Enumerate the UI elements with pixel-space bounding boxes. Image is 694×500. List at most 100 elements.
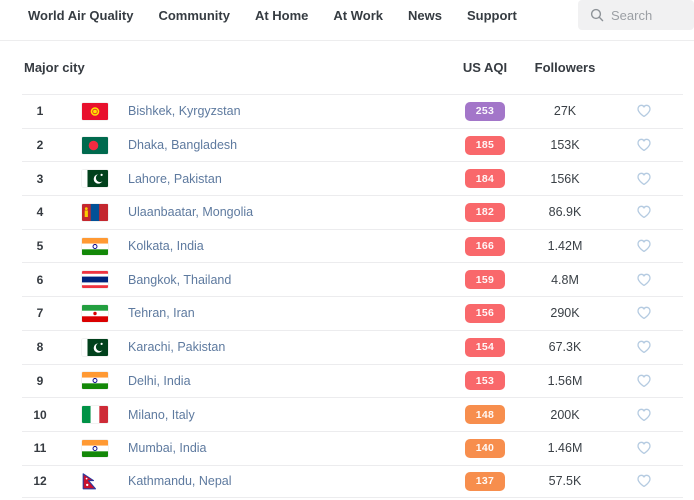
flag-pakistan-icon: [82, 170, 108, 188]
city-link[interactable]: Lahore, Pakistan: [128, 171, 222, 186]
followers-count: 153K: [550, 138, 580, 153]
followers-count: 1.56M: [547, 373, 583, 388]
flag-pakistan-icon: [82, 338, 108, 356]
follow-heart-button[interactable]: [605, 373, 683, 389]
table-row[interactable]: 1 Bishkek, Kyrgyzstan 253 27K: [22, 94, 683, 128]
aqi-badge: 154: [465, 337, 505, 357]
aqi-badge: 166: [465, 236, 505, 256]
nav-items: World Air Quality Community At Home At Work…: [0, 0, 694, 23]
aqi-badge: 153: [465, 371, 505, 391]
city-link[interactable]: Karachi, Pakistan: [128, 340, 226, 355]
flag-india-icon: [82, 439, 108, 457]
followers-count: 1.42M: [547, 239, 583, 254]
header-major-city: Major city: [24, 60, 85, 75]
flag-thailand-icon: [82, 271, 108, 289]
rank-number: 9: [36, 373, 44, 388]
city-link[interactable]: Mumbai, India: [128, 441, 207, 456]
search-box[interactable]: [578, 0, 694, 30]
rank-number: 3: [36, 171, 44, 186]
nav-item-at-work[interactable]: At Work: [333, 8, 384, 23]
table-body: 1 Bishkek, Kyrgyzstan 253 27K 2 Dhaka, Bangla…: [22, 94, 683, 499]
followers-count: 200K: [550, 407, 580, 422]
rank-number: 12: [33, 474, 47, 489]
flag-india-icon: [82, 372, 108, 390]
follow-heart-button[interactable]: [605, 407, 683, 423]
aqi-badge: 184: [465, 169, 505, 189]
flag-india-icon: [82, 237, 108, 255]
nav-item-news[interactable]: News: [408, 8, 442, 23]
rank-number: 6: [36, 272, 44, 287]
followers-count: 86.9K: [548, 205, 582, 220]
follow-heart-button[interactable]: [605, 137, 683, 153]
followers-count: 1.46M: [547, 441, 583, 456]
aqi-badge: 156: [465, 303, 505, 323]
followers-count: 290K: [550, 306, 580, 321]
nav-item-at-home[interactable]: At Home: [254, 8, 309, 23]
flag-mongolia-icon: [82, 203, 108, 221]
flag-nepal-icon: [82, 473, 108, 490]
search-icon: [590, 8, 604, 22]
follow-heart-button[interactable]: [605, 272, 683, 288]
city-link[interactable]: Delhi, India: [128, 373, 191, 388]
follow-heart-button[interactable]: [605, 473, 683, 489]
table-row[interactable]: 2 Dhaka, Bangladesh 185 153K: [22, 127, 683, 162]
followers-count: 156K: [550, 171, 580, 186]
table-row[interactable]: 12 Kathmandu, Nepal 137 57.5K: [22, 464, 683, 499]
top-navigation: World Air Quality Community At Home At Work…: [0, 0, 694, 41]
city-link[interactable]: Tehran, Iran: [128, 306, 195, 321]
nav-item-world-air-quality[interactable]: World Air Quality: [28, 8, 134, 23]
rank-number: 4: [36, 205, 44, 220]
aqi-badge: 182: [465, 202, 505, 222]
followers-count: 27K: [553, 104, 577, 119]
table-row[interactable]: 7 Tehran, Iran 156 290K: [22, 296, 683, 330]
followers-count: 67.3K: [548, 340, 582, 355]
aqi-badge: 159: [465, 270, 505, 290]
table-row[interactable]: 4 Ulaanbaatar, Mongolia 182 86.9K: [22, 195, 683, 229]
table-row[interactable]: 10 Milano, Italy 148 200K: [22, 397, 683, 431]
flag-iran-icon: [82, 304, 108, 322]
header-us-aqi: US AQI: [462, 60, 508, 75]
followers-count: 4.8M: [551, 272, 579, 287]
follow-heart-button[interactable]: [605, 204, 683, 220]
table-row[interactable]: 5 Kolkata, India 166 1.42M: [22, 228, 683, 263]
city-link[interactable]: Ulaanbaatar, Mongolia: [128, 205, 254, 220]
flag-kyrgyzstan-icon: [82, 102, 108, 120]
table-row[interactable]: 9 Delhi, India 153 1.56M: [22, 363, 683, 398]
rank-number: 7: [36, 306, 44, 321]
city-link[interactable]: Kolkata, India: [128, 239, 204, 254]
table-row[interactable]: 3 Lahore, Pakistan 184 156K: [22, 161, 683, 195]
aqi-badge: 137: [465, 471, 505, 491]
follow-heart-button[interactable]: [605, 440, 683, 456]
nav-item-support[interactable]: Support: [467, 8, 517, 23]
header-followers: Followers: [534, 60, 596, 75]
aqi-badge: 253: [465, 101, 505, 121]
table-row[interactable]: 11 Mumbai, India 140 1.46M: [22, 430, 683, 465]
flag-italy-icon: [82, 406, 108, 424]
city-link[interactable]: Kathmandu, Nepal: [128, 474, 232, 489]
city-link[interactable]: Bangkok, Thailand: [128, 272, 232, 287]
rank-number: 5: [36, 239, 44, 254]
follow-heart-button[interactable]: [605, 238, 683, 254]
rank-number: 11: [33, 441, 47, 456]
followers-count: 57.5K: [548, 474, 582, 489]
aqi-badge: 140: [465, 438, 505, 458]
city-link[interactable]: Dhaka, Bangladesh: [128, 138, 238, 153]
follow-heart-button[interactable]: [605, 171, 683, 187]
aqi-badge: 148: [465, 405, 505, 425]
table-row[interactable]: 6 Bangkok, Thailand 159 4.8M: [22, 262, 683, 296]
table-header-row: Major city US AQI Followers: [22, 41, 683, 94]
major-city-ranking-table: Major city US AQI Followers 1 Bishkek, Ky…: [22, 41, 683, 499]
city-link[interactable]: Milano, Italy: [128, 407, 195, 422]
nav-item-community[interactable]: Community: [158, 8, 230, 23]
table-row[interactable]: 8 Karachi, Pakistan 154 67.3K: [22, 329, 683, 364]
follow-heart-button[interactable]: [605, 339, 683, 355]
follow-heart-button[interactable]: [605, 103, 683, 119]
rank-number: 2: [36, 138, 44, 153]
flag-bangladesh-icon: [82, 136, 108, 154]
rank-number: 10: [33, 407, 47, 422]
city-link[interactable]: Bishkek, Kyrgyzstan: [128, 104, 241, 119]
search-input[interactable]: [611, 7, 681, 23]
aqi-badge: 185: [465, 135, 505, 155]
follow-heart-button[interactable]: [605, 305, 683, 321]
rank-number: 1: [36, 104, 44, 119]
